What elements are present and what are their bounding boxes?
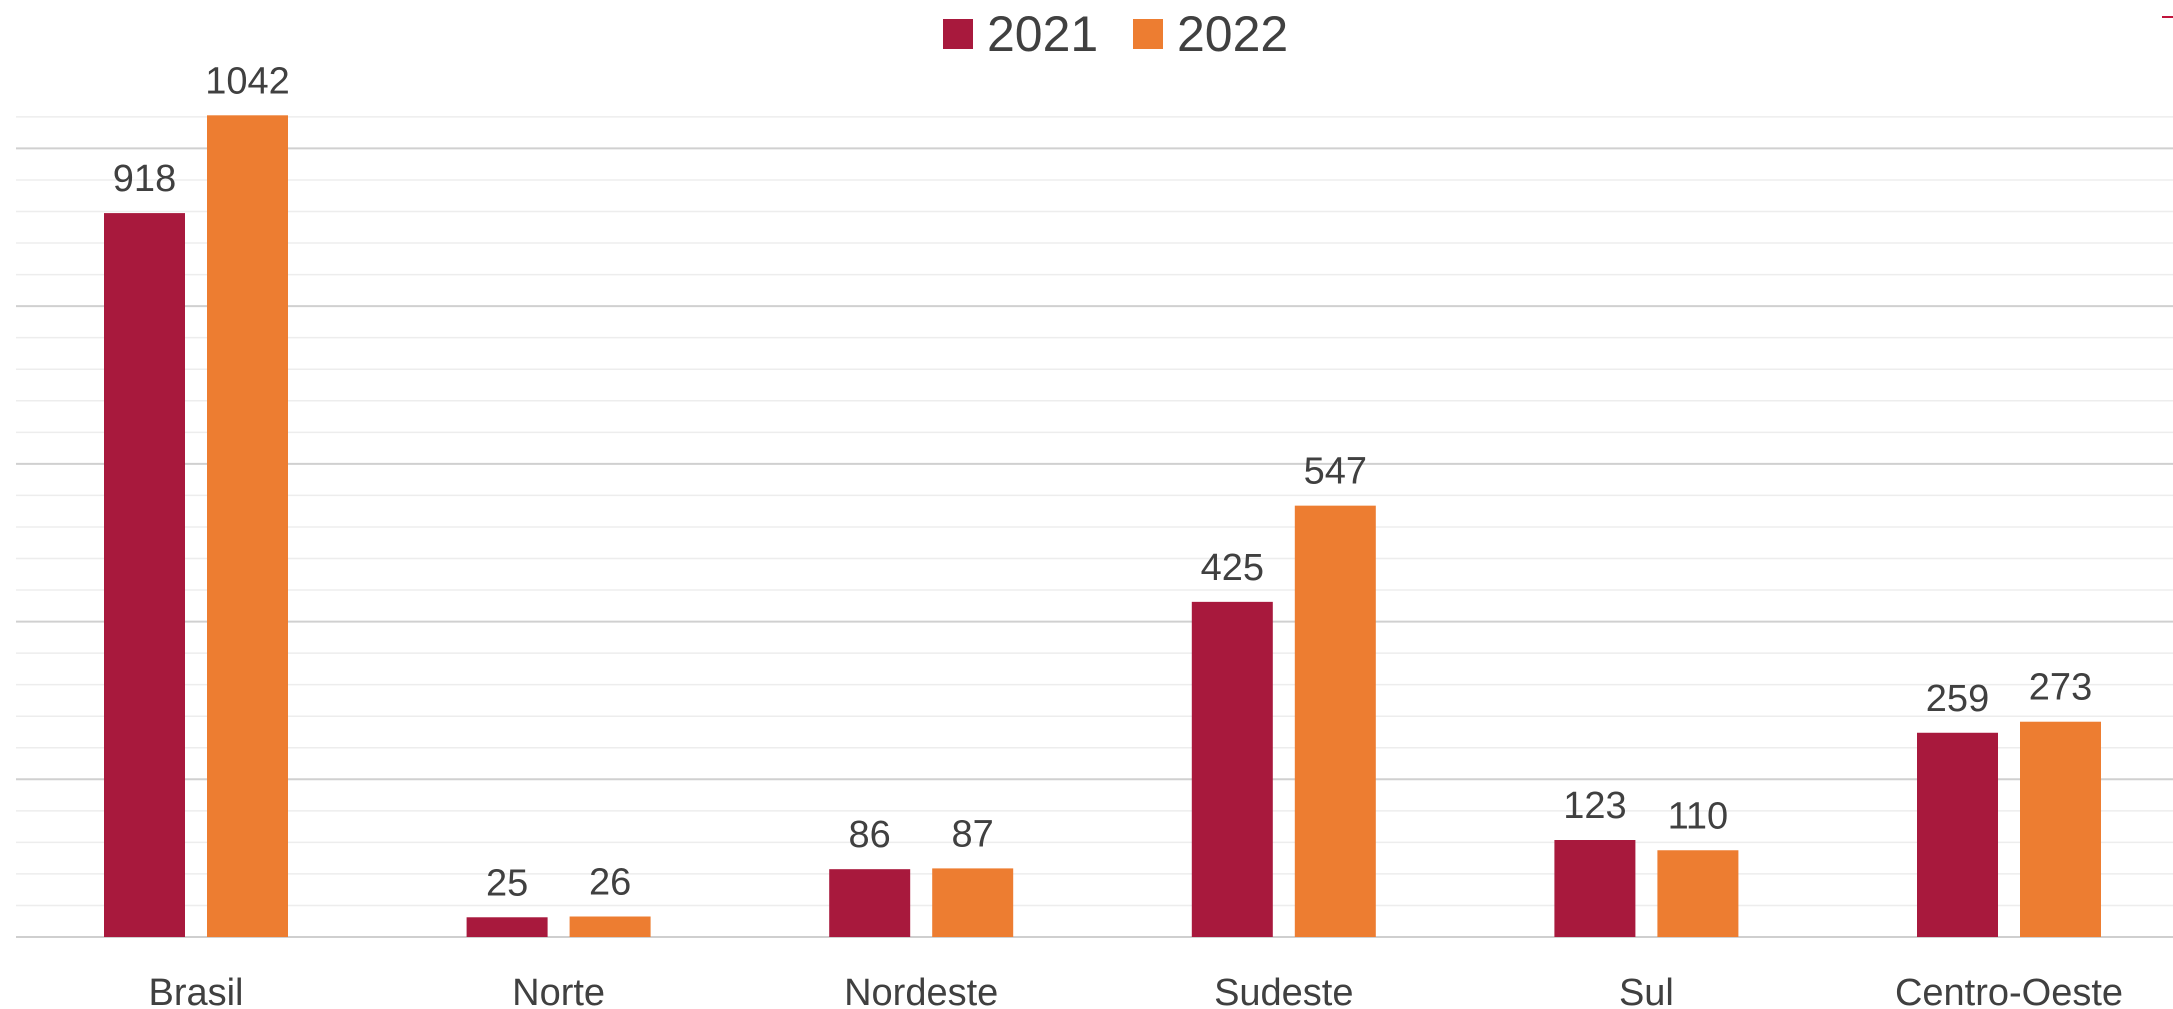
data-labels: 918 1042 25 26 86 87 425 547 123 110 259 273 — [113, 60, 2092, 904]
x-axis-tick-labels: Brasil Norte Nordeste Sudeste Sul Centro-Oest… — [148, 972, 2123, 1009]
data-label-2021-sul: 123 — [1563, 785, 1626, 827]
x-tick-label: Brasil — [148, 972, 243, 1009]
x-tick-label: Norte — [512, 972, 605, 1009]
bar-2021-sudeste — [1191, 601, 1273, 937]
data-label-2021-sudeste: 425 — [1201, 547, 1264, 589]
data-label-2021-centro-oeste: 259 — [1926, 678, 1989, 720]
x-tick-label: Sul — [1619, 972, 1674, 1009]
bar-2022-centro-oeste — [2020, 721, 2101, 937]
legend-label-2021: 2021 — [987, 6, 1098, 62]
x-tick-label: Sudeste — [1214, 972, 1353, 1009]
bar-2021-centro-oeste — [1917, 732, 1998, 937]
bar-2022-brasil — [207, 115, 288, 937]
bar-2021-norte — [466, 917, 548, 937]
legend-label-2022: 2022 — [1177, 6, 1288, 62]
legend: 2021 2022 — [943, 6, 1288, 62]
legend-swatch-2021 — [943, 19, 973, 49]
x-tick-label: Nordeste — [844, 972, 998, 1009]
data-label-2022-centro-oeste: 273 — [2029, 667, 2092, 709]
data-label-2022-sul: 110 — [1668, 795, 1729, 837]
bar-2022-sul — [1657, 850, 1739, 937]
data-label-2021-norte: 25 — [486, 862, 528, 904]
legend-swatch-2022 — [1133, 19, 1163, 49]
bar-2022-norte — [569, 916, 651, 937]
bar-2022-nordeste — [932, 868, 1014, 937]
data-label-2021-brasil: 918 — [113, 158, 176, 200]
bar-2021-sul — [1554, 840, 1636, 937]
data-label-2022-sudeste: 547 — [1304, 451, 1367, 493]
bar-2021-nordeste — [829, 869, 911, 937]
bar-2022-sudeste — [1294, 505, 1376, 937]
data-label-2022-norte: 26 — [589, 861, 631, 903]
bars — [104, 115, 2101, 937]
data-label-2022-brasil: 1042 — [205, 60, 290, 102]
x-tick-label: Centro-Oeste — [1895, 972, 2123, 1009]
gridlines — [16, 116, 2173, 907]
data-label-2022-nordeste: 87 — [952, 813, 994, 855]
bar-2021-brasil — [104, 213, 185, 937]
data-label-2021-nordeste: 86 — [849, 814, 891, 856]
